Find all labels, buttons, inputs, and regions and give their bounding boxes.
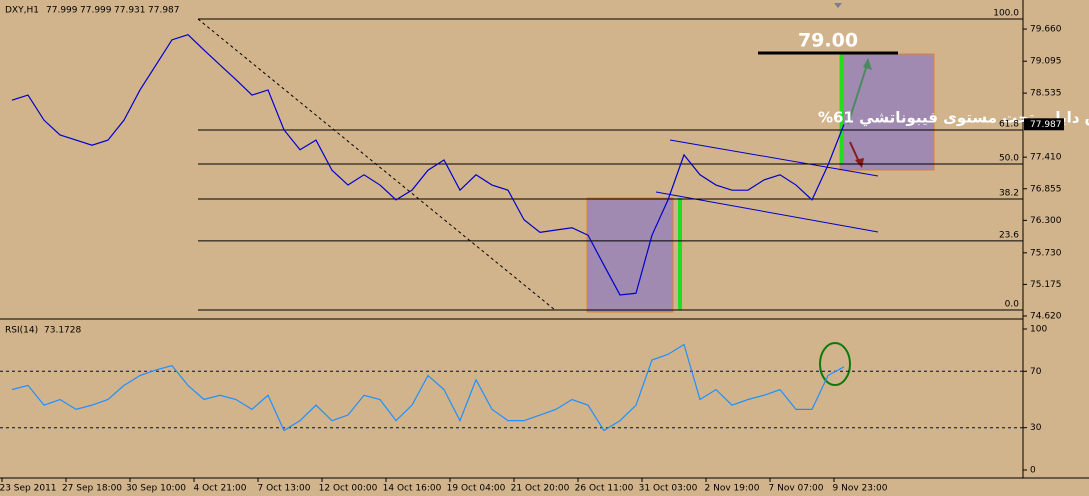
- channel-line: [669, 139, 879, 177]
- x-tick-label: 14 Oct 16:00: [383, 484, 442, 494]
- highlight-circle: [819, 342, 851, 386]
- indicator-title: RSI(14): [5, 326, 38, 336]
- x-tick-label: 7 Nov 07:00: [769, 484, 824, 494]
- chart-title: DXY,H1: [5, 6, 39, 16]
- fib-label: 0.0: [1005, 300, 1020, 310]
- y-tick-label: 76.855: [1030, 184, 1062, 194]
- fib-label: 38.2: [999, 188, 1019, 198]
- y-tick-label: 100: [1030, 324, 1047, 334]
- ohlc-value: 77.999: [46, 6, 78, 16]
- x-tick-label: 27 Sep 18:00: [62, 484, 122, 494]
- y-tick-label: 30: [1030, 423, 1042, 433]
- fib-label: 61.8: [999, 120, 1019, 130]
- indicator-value: 73.1728: [44, 326, 81, 336]
- last-price-label: 77.987: [1030, 120, 1062, 130]
- x-tick-label: 7 Oct 13:00: [258, 484, 311, 494]
- y-tick-label: 75.175: [1030, 280, 1062, 290]
- x-tick-label: 2 Nov 19:00: [705, 484, 760, 494]
- x-tick-label: 19 Oct 04:00: [447, 484, 506, 494]
- x-tick-label: 12 Oct 00:00: [319, 484, 378, 494]
- box: [586, 197, 674, 313]
- x-tick-label: 4 Oct 21:00: [194, 484, 247, 494]
- y-tick-label: 77.410: [1030, 153, 1062, 163]
- x-tick-label: 26 Oct 11:00: [575, 484, 634, 494]
- y-tick-label: 0: [1030, 466, 1036, 476]
- annotation: 79.00: [798, 30, 858, 52]
- marker: [834, 3, 842, 8]
- price-line: [11, 34, 845, 296]
- price-line: [11, 343, 845, 432]
- arrow-head: [855, 158, 864, 168]
- arrow-head: [863, 58, 872, 70]
- trendline: [197, 18, 556, 311]
- ohlc-value: 77.931: [114, 6, 146, 16]
- x-tick-label: 9 Nov 23:00: [833, 484, 888, 494]
- last-price-box: [1024, 118, 1064, 131]
- fib-label: 100.0: [993, 9, 1019, 19]
- ohlc-value: 77.999: [80, 6, 112, 16]
- x-tick-label: 23 Sep 2011: [0, 484, 57, 494]
- annotation: اغلاق دايلي تحت مستوى فيبوناتشي 61%: [818, 109, 1089, 127]
- fib-label: 23.6: [999, 230, 1019, 240]
- y-tick-label: 78.535: [1030, 89, 1062, 99]
- y-tick-label: 79.095: [1030, 57, 1062, 67]
- ohlc-value: 77.987: [148, 6, 180, 16]
- y-tick-label: 76.300: [1030, 216, 1062, 226]
- x-tick-label: 21 Oct 20:00: [511, 484, 570, 494]
- y-tick-label: 75.730: [1030, 248, 1062, 258]
- x-tick-label: 31 Oct 03:00: [639, 484, 698, 494]
- arrow: [847, 61, 869, 125]
- y-tick-label: 74.620: [1030, 312, 1062, 322]
- y-tick-label: 79.660: [1030, 25, 1062, 35]
- y-tick-label: 70: [1030, 367, 1042, 377]
- fib-label: 50.0: [999, 153, 1019, 163]
- x-tick-label: 30 Sep 10:00: [126, 484, 186, 494]
